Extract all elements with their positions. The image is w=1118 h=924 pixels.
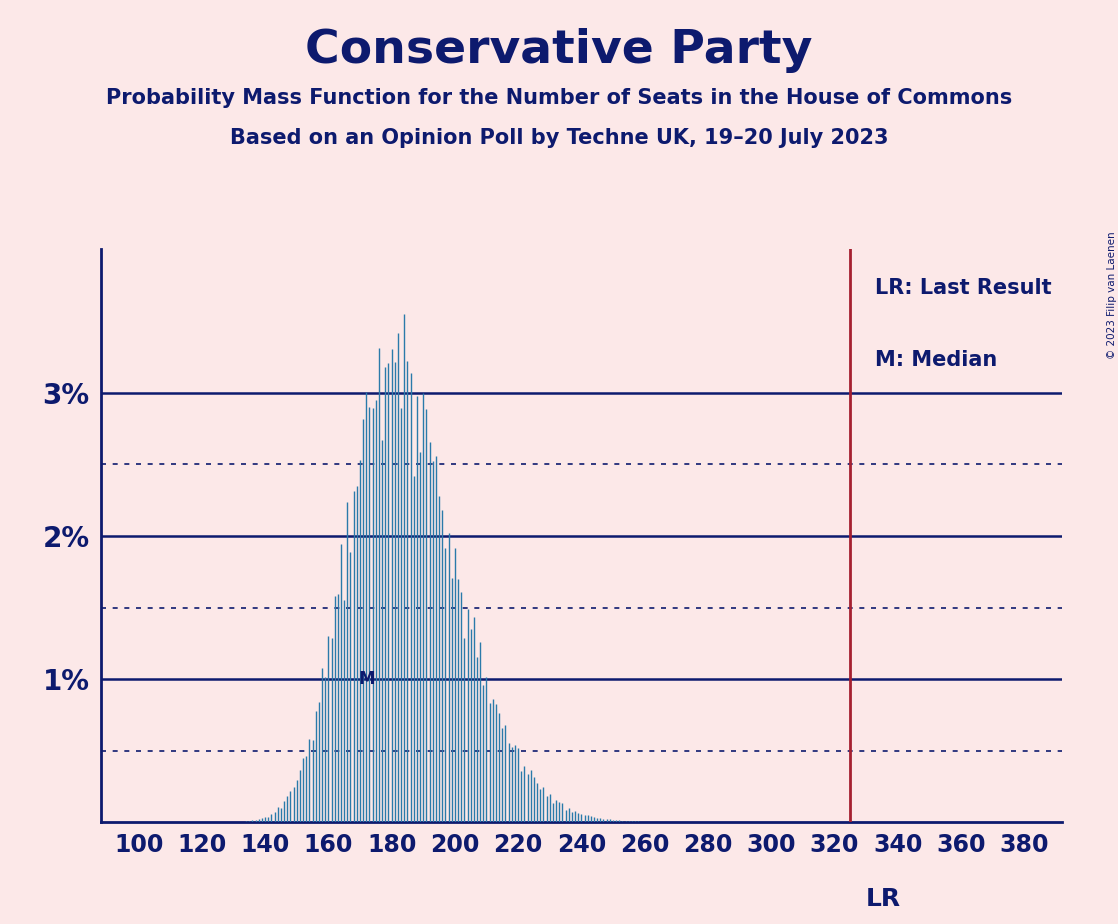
Text: Probability Mass Function for the Number of Seats in the House of Commons: Probability Mass Function for the Number… [106, 88, 1012, 108]
Text: LR: LR [866, 887, 901, 911]
Text: M: M [358, 670, 375, 688]
Text: Based on an Opinion Poll by Techne UK, 19–20 July 2023: Based on an Opinion Poll by Techne UK, 1… [230, 128, 888, 148]
Text: Conservative Party: Conservative Party [305, 28, 813, 73]
Text: LR: Last Result: LR: Last Result [875, 278, 1052, 298]
Text: © 2023 Filip van Laenen: © 2023 Filip van Laenen [1108, 231, 1117, 359]
Text: M: Median: M: Median [875, 349, 997, 370]
